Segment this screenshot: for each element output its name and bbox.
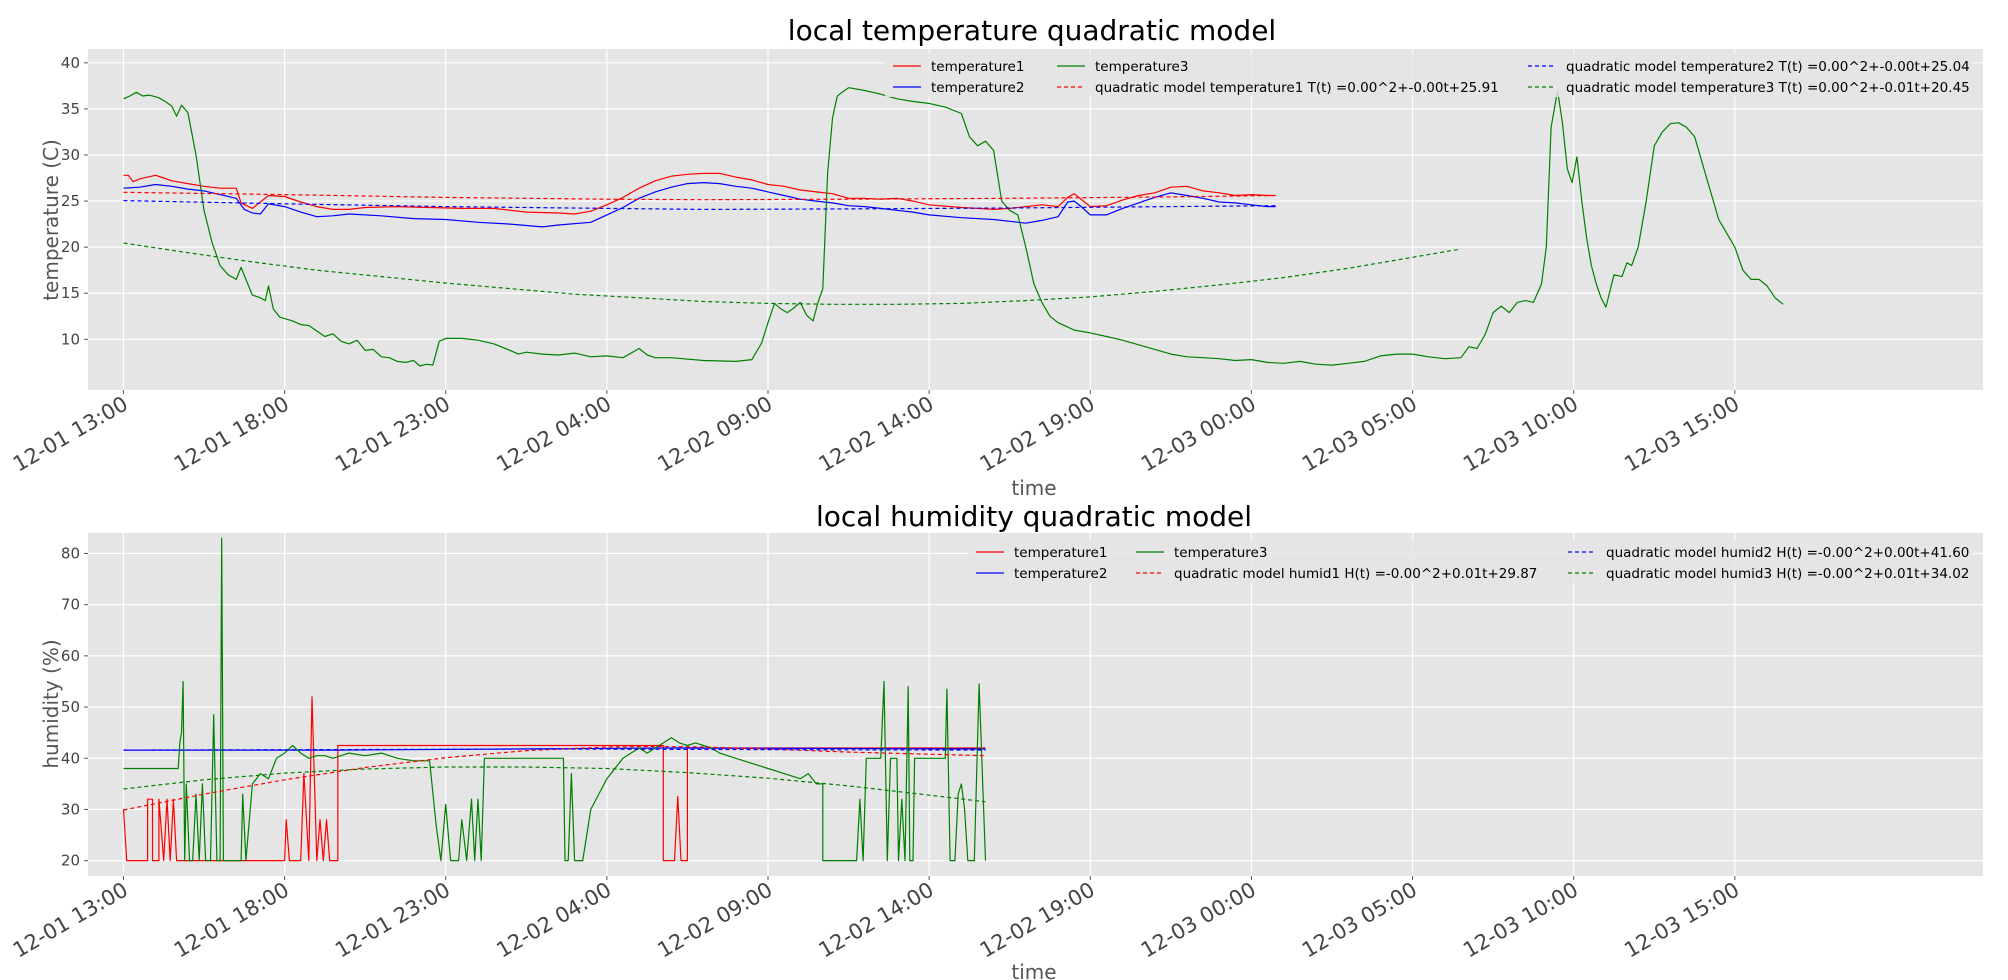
humidity-legend-label: quadratic model humid3 H(t) =-0.00^2+0.0… — [1606, 566, 1969, 582]
humidity-series-line-6 — [123, 766, 986, 803]
humidity-x-tick-label: 12-01 13:00 — [9, 878, 132, 963]
temperature-y-tick-label: 20 — [61, 238, 80, 256]
humidity-y-tick-label: 60 — [61, 647, 80, 665]
temperature-x-tick-label: 12-03 15:00 — [1620, 392, 1743, 477]
temperature-legend-label: temperature1 — [931, 59, 1024, 75]
humidity-y-ticks: 20 30 40 50 60 70 80 — [61, 544, 88, 870]
humidity-x-axis-label: time — [1011, 960, 1056, 980]
temperature-series-line-3 — [123, 87, 1784, 367]
temperature-x-tick-label: 12-03 00:00 — [1137, 392, 1260, 477]
humidity-legend: temperature1 temperature2 temperature3 quad… — [968, 539, 1973, 583]
temperature-y-tick-label: 15 — [61, 284, 80, 302]
humidity-legend-label: quadratic model humid1 H(t) =-0.00^2+0.0… — [1174, 566, 1537, 582]
humidity-legend-label: temperature3 — [1174, 545, 1267, 561]
temperature-x-tick-label: 12-03 10:00 — [1459, 392, 1582, 477]
humidity-y-tick-label: 30 — [61, 800, 80, 818]
humidity-y-tick-label: 50 — [61, 698, 80, 716]
humidity-x-tick-label: 12-02 19:00 — [976, 878, 1099, 963]
humidity-x-tick-label: 12-02 04:00 — [492, 878, 615, 963]
temperature-x-tick-label: 12-02 19:00 — [976, 392, 1099, 477]
humidity-y-tick-label: 40 — [61, 749, 80, 767]
humidity-y-tick-label: 70 — [61, 596, 80, 614]
humidity-series-line-1 — [122, 696, 986, 862]
humidity-x-tick-label: 12-01 23:00 — [331, 878, 454, 963]
temperature-chart: local temperature quadratic model 10 15 20… — [9, 14, 1983, 500]
temperature-series-line-6 — [123, 242, 1462, 305]
temperature-y-axis-label: temperature (C) — [39, 139, 63, 301]
humidity-plot-area — [88, 533, 1983, 876]
humidity-x-tick-label: 12-03 10:00 — [1459, 878, 1582, 963]
humidity-x-tick-label: 12-03 15:00 — [1620, 878, 1743, 963]
humidity-series — [122, 537, 987, 862]
temperature-series — [123, 87, 1784, 367]
humidity-x-tick-label: 12-03 00:00 — [1137, 878, 1260, 963]
temperature-x-tick-label: 12-02 04:00 — [492, 392, 615, 477]
humidity-x-tick-label: 12-01 18:00 — [170, 878, 293, 963]
humidity-series-line-3 — [123, 537, 987, 862]
humidity-x-tick-label: 12-02 09:00 — [653, 878, 776, 963]
temperature-x-tick-label: 12-03 05:00 — [1298, 392, 1421, 477]
temperature-x-tick-label: 12-02 09:00 — [653, 392, 776, 477]
temperature-series-line-2 — [123, 182, 1276, 228]
temperature-chart-title: local temperature quadratic model — [788, 14, 1276, 47]
temperature-y-tick-label: 25 — [61, 192, 80, 210]
temperature-legend-label: quadratic model temperature3 T(t) =0.00^… — [1566, 80, 1970, 96]
temperature-x-tick-label: 12-01 13:00 — [9, 392, 132, 477]
temperature-legend: temperature1 temperature2 temperature3 quad… — [885, 53, 1973, 97]
humidity-chart-title: local humidity quadratic model — [816, 500, 1252, 533]
temperature-y-tick-label: 30 — [61, 146, 80, 164]
temperature-x-axis-label: time — [1011, 476, 1056, 500]
humidity-x-tick-label: 12-02 14:00 — [815, 878, 938, 963]
temperature-legend-box — [885, 53, 1973, 97]
temperature-plot-area — [88, 49, 1983, 390]
humidity-y-tick-label: 80 — [61, 544, 80, 562]
temperature-x-tick-label: 12-02 14:00 — [815, 392, 938, 477]
temperature-x-tick-label: 12-01 18:00 — [170, 392, 293, 477]
humidity-series-line-4 — [123, 745, 986, 811]
temperature-y-tick-label: 35 — [61, 100, 80, 118]
humidity-legend-label: quadratic model humid2 H(t) =-0.00^2+0.0… — [1606, 545, 1969, 561]
humidity-x-ticks: 12-01 13:00 12-01 18:00 12-01 23:00 12-02 0… — [9, 876, 1743, 962]
temperature-y-tick-label: 10 — [61, 330, 80, 348]
temperature-x-ticks: 12-01 13:00 12-01 18:00 12-01 23:00 12-02 0… — [9, 390, 1743, 476]
temperature-series-line-1 — [123, 172, 1276, 215]
temperature-x-tick-label: 12-01 23:00 — [331, 392, 454, 477]
humidity-x-tick-label: 12-03 05:00 — [1298, 878, 1421, 963]
humidity-y-axis-label: humidity (%) — [39, 639, 63, 768]
humidity-legend-label: temperature1 — [1014, 545, 1107, 561]
humidity-legend-box — [968, 539, 1973, 583]
temperature-legend-label: temperature2 — [931, 80, 1024, 96]
temperature-y-tick-label: 40 — [61, 54, 80, 72]
temperature-legend-label: quadratic model temperature1 T(t) =0.00^… — [1095, 80, 1499, 96]
humidity-legend-label: temperature2 — [1014, 566, 1107, 582]
temperature-legend-label: temperature3 — [1095, 59, 1188, 75]
temperature-y-ticks: 10 15 20 25 30 35 40 — [61, 54, 88, 348]
humidity-chart: local humidity quadratic model 20 30 40 50 6… — [9, 500, 1983, 980]
humidity-y-tick-label: 20 — [61, 852, 80, 870]
temperature-legend-label: quadratic model temperature2 T(t) =0.00^… — [1566, 59, 1970, 75]
